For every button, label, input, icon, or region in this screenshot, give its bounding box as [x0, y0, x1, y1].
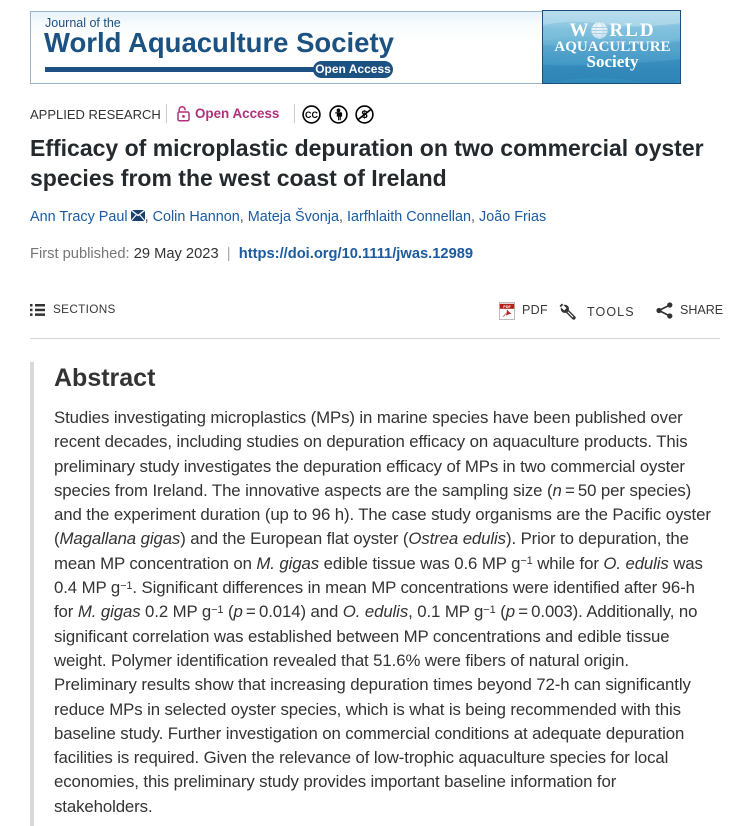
svg-text:PDF: PDF [503, 305, 511, 309]
svg-text:CC: CC [305, 110, 318, 120]
